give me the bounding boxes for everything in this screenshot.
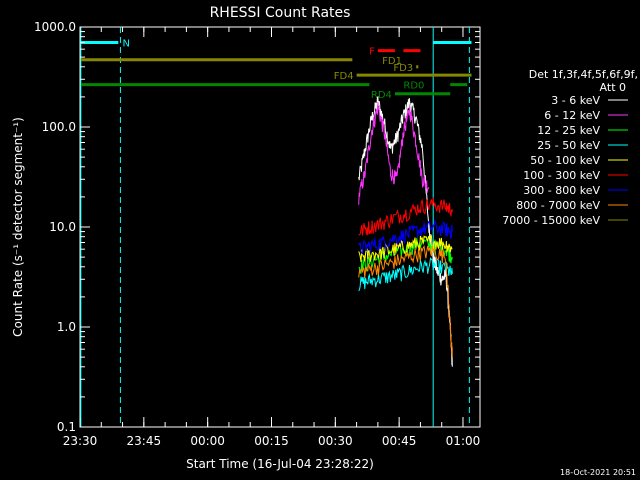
flag-label: FD4: [334, 71, 354, 82]
legend-label: 50 - 100 keV: [530, 154, 600, 167]
x-axis: 23:30 23:45 00:00 00:15 00:30 00:45 01:00: [63, 27, 481, 448]
x-tick-label: 23:30: [63, 434, 98, 448]
legend-header-line1: Det 1f,3f,4f,5f,6f,9f,: [529, 68, 638, 81]
legend-label: 800 - 7000 keV: [516, 199, 600, 212]
y-tick-label: 100.0: [42, 120, 76, 134]
legend-label: 300 - 800 keV: [523, 184, 600, 197]
flag-label: F: [369, 47, 375, 58]
x-tick-label: 00:30: [318, 434, 353, 448]
x-tick-label: 23:45: [127, 434, 162, 448]
series-line: [358, 95, 453, 367]
flag-label: FD1: [382, 56, 402, 67]
series-group: [358, 95, 453, 367]
legend-label: 100 - 300 keV: [523, 169, 600, 182]
y-tick-label: 0.1: [57, 420, 76, 434]
series-line: [358, 244, 453, 358]
series-line: [358, 218, 453, 255]
chart-title: RHESSI Count Rates: [210, 5, 351, 21]
y-tick-label: 1.0: [57, 320, 76, 334]
x-tick-label: 00:45: [382, 434, 417, 448]
series-line: [358, 234, 453, 263]
flag-label: RD0: [403, 81, 424, 92]
legend-label: 25 - 50 keV: [537, 139, 600, 152]
x-tick-label: 00:15: [254, 434, 289, 448]
series-line: [358, 197, 453, 236]
y-tick-label: 1000.0: [34, 20, 76, 34]
y-axis: 0.1 1.0 10.0 100.0 1000.0: [34, 20, 480, 434]
flag-label: N: [123, 38, 130, 49]
x-axis-label: Start Time (16-Jul-04 23:28:22): [186, 457, 374, 471]
legend-label: 12 - 25 keV: [537, 124, 600, 137]
series-line: [358, 102, 430, 205]
legend-label: 7000 - 15000 keV: [502, 214, 600, 227]
footer-date: 18-Oct-2021 20:51: [560, 468, 636, 477]
series-line: [358, 257, 453, 292]
x-tick-label: 00:00: [190, 434, 225, 448]
flag-label: FD3: [393, 63, 413, 74]
flag-label: RD4: [371, 90, 392, 101]
legend-header-line2: Att 0: [600, 81, 626, 94]
legend-label: 6 - 12 keV: [544, 109, 600, 122]
y-axis-label: Count Rate (s⁻¹ detector segment⁻¹): [11, 117, 25, 337]
legend: Det 1f,3f,4f,5f,6f,9f, Att 0 3 - 6 keV 6 …: [502, 68, 638, 227]
legend-label: 3 - 6 keV: [551, 94, 600, 107]
x-tick-label: 01:00: [446, 434, 481, 448]
y-tick-label: 10.0: [49, 220, 76, 234]
